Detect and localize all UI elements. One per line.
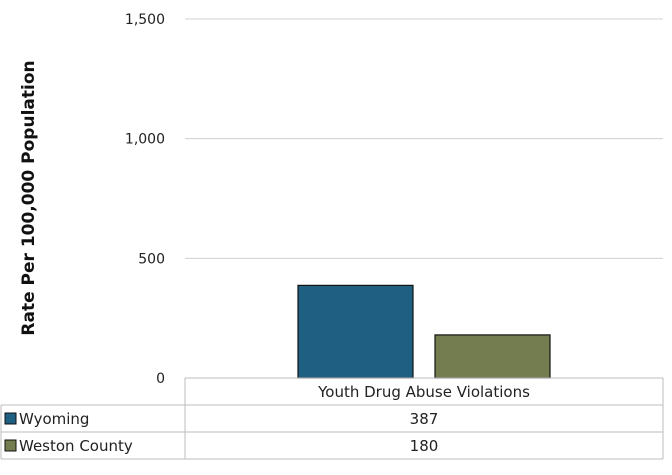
legend-entry: Weston County (19, 437, 133, 455)
bar-weston-county (434, 334, 551, 379)
gridlines (185, 18, 663, 379)
data-table: Youth Drug Abuse Violations Wyoming 387 Wes… (0, 377, 664, 460)
legend-swatch (4, 412, 17, 425)
y-tick-label: 1,000 (125, 132, 165, 148)
data-value-label: 387 (410, 410, 439, 428)
y-axis-ticks: 0 500 1,000 1,500 (125, 12, 165, 387)
y-axis-label: Rate Per 100,000 Population (19, 60, 39, 335)
legend-swatch (4, 439, 17, 452)
bars (297, 284, 551, 379)
legend-entry: Wyoming (19, 410, 89, 428)
y-tick-label: 0 (156, 371, 165, 387)
x-category-label: Youth Drug Abuse Violations (317, 383, 530, 401)
y-tick-label: 1,500 (125, 12, 165, 28)
bar-wyoming (297, 284, 414, 379)
data-value-label: 180 (410, 437, 439, 455)
y-tick-label: 500 (138, 251, 165, 267)
